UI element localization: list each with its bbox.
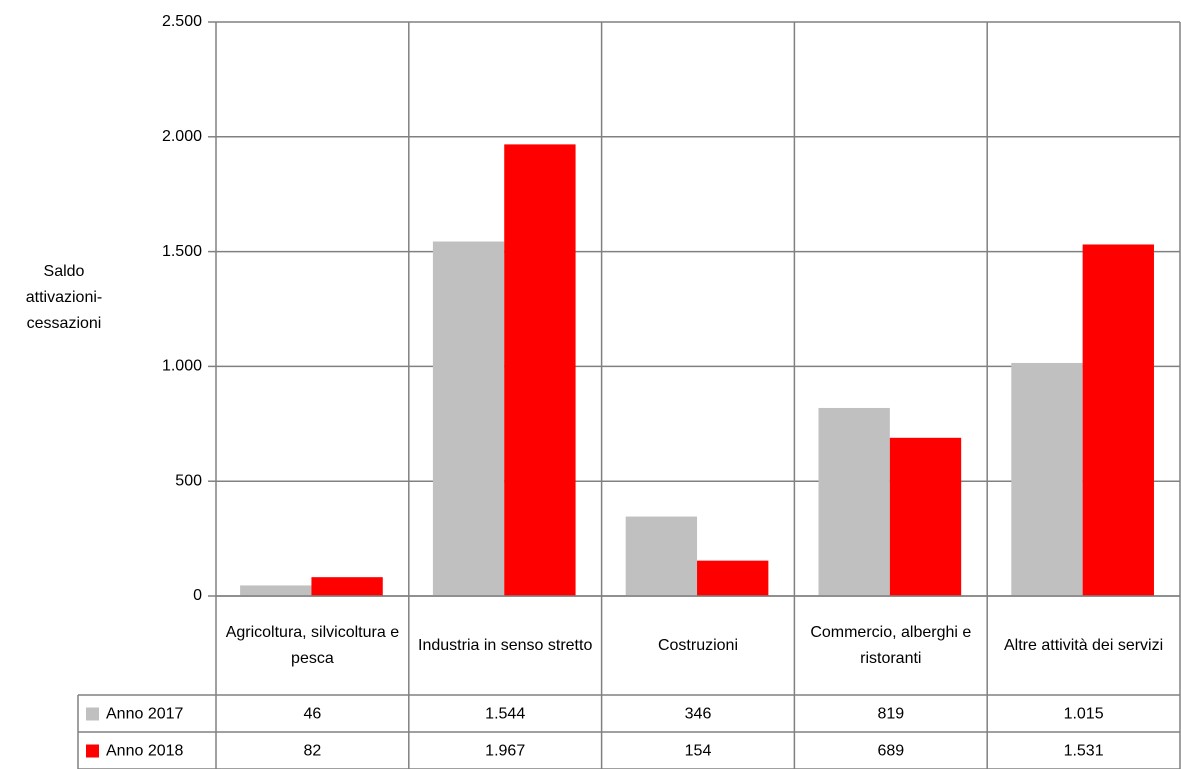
- table-value: 1.015: [1064, 706, 1104, 723]
- y-tick-label: 2.500: [162, 13, 202, 30]
- table-value: 46: [304, 706, 322, 723]
- y-tick-label: 2.000: [162, 128, 202, 145]
- table-value: 346: [685, 706, 712, 723]
- x-tick-label: Altre attività dei servizi: [1004, 636, 1164, 654]
- bar: [625, 516, 698, 596]
- bar: [432, 241, 505, 596]
- legend-label: Anno 2018: [106, 743, 184, 760]
- y-tick-label: 1.000: [162, 358, 202, 375]
- bar: [818, 407, 890, 596]
- table-value: 689: [877, 743, 904, 760]
- legend-swatch: [86, 707, 99, 721]
- table-value: 82: [304, 743, 322, 760]
- bar: [889, 437, 962, 596]
- legend-label: Anno 2017: [106, 706, 184, 723]
- bar: [504, 144, 576, 596]
- table-value: 1.531: [1064, 743, 1104, 760]
- table-value: 1.967: [485, 743, 525, 760]
- y-tick-label: 0: [193, 587, 202, 604]
- bar: [240, 585, 312, 596]
- bar: [1082, 244, 1154, 596]
- x-tick-label: Costruzioni: [657, 636, 738, 654]
- bar: [1011, 362, 1083, 596]
- bar: [311, 577, 383, 596]
- x-tick-label: Agricoltura, silvicoltura e pesca: [225, 623, 400, 667]
- y-axis-label: Saldo attivazioni-cessazioni: [25, 263, 103, 332]
- y-tick-label: 1.500: [162, 243, 202, 260]
- table-value: 819: [877, 706, 904, 723]
- legend-swatch: [86, 744, 99, 758]
- x-tick-label: Industria in senso stretto: [418, 636, 593, 654]
- y-tick-label: 500: [175, 472, 202, 489]
- table-value: 1.544: [485, 706, 525, 723]
- table-value: 154: [685, 743, 712, 760]
- bar: [697, 560, 769, 596]
- x-tick-label: Commercio, alberghi e ristoranti: [810, 623, 972, 667]
